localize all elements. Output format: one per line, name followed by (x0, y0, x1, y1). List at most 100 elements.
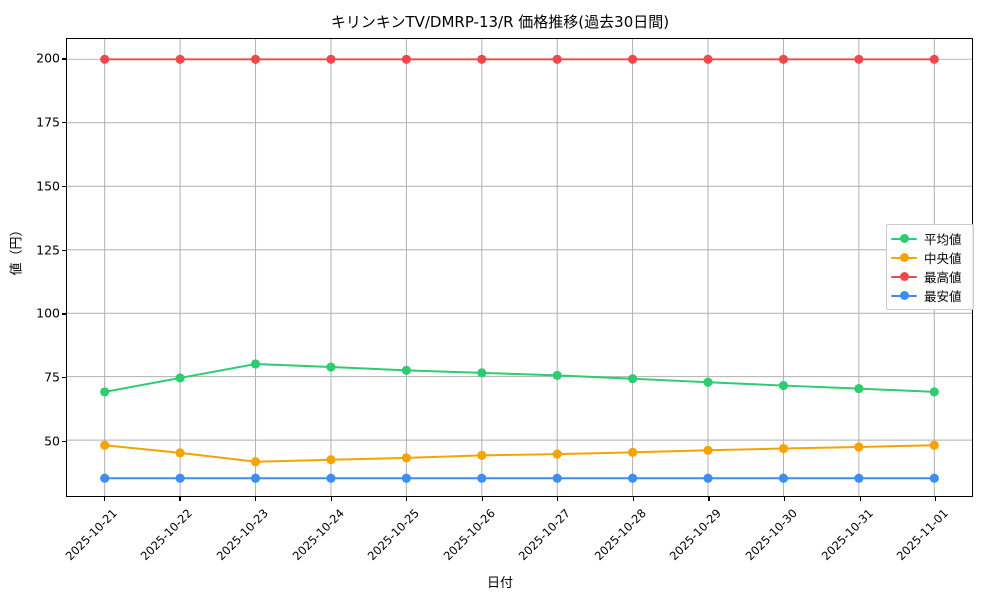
data-point-marker (854, 473, 864, 483)
x-axis-tick-mark (330, 497, 332, 501)
x-axis-tick-label: 2025-10-21 (62, 506, 120, 564)
data-point-marker (778, 473, 789, 483)
data-point-marker (401, 473, 411, 483)
data-point-marker (477, 368, 487, 378)
legend-item-4[interactable]: 最安値 (891, 286, 968, 305)
data-point-marker (326, 54, 336, 64)
data-point-marker (175, 54, 185, 64)
data-point-marker (477, 473, 487, 483)
data-point-marker (250, 54, 261, 64)
y-axis-tick-label: 100 (36, 305, 60, 321)
data-point-marker (175, 448, 185, 458)
data-point-marker (552, 54, 562, 64)
data-point-marker (401, 365, 411, 375)
y-axis-tick-label: 150 (36, 178, 60, 194)
y-axis-tick-mark (62, 58, 66, 60)
y-axis-tick-mark (62, 249, 66, 251)
data-point-marker (854, 442, 864, 452)
data-point-marker (175, 473, 185, 483)
data-point-marker (250, 457, 261, 467)
grid-lines (67, 39, 972, 496)
data-point-marker (552, 449, 562, 459)
x-axis-tick-mark (935, 497, 937, 501)
x-axis-tick-mark (103, 497, 105, 501)
legend-marker-icon (900, 234, 909, 243)
data-point-marker (628, 374, 638, 384)
data-point-marker (326, 362, 336, 372)
x-axis-tick-label: 2025-10-25 (364, 506, 423, 564)
data-point-marker (100, 473, 110, 483)
legend-item-2[interactable]: 中央値 (891, 248, 968, 267)
data-point-marker (477, 54, 487, 64)
series-line (103, 444, 936, 463)
data-point-marker (703, 473, 713, 483)
legend-marker-icon (900, 253, 909, 262)
data-point-marker (778, 54, 789, 64)
x-axis-tick-label: 2025-10-30 (742, 506, 800, 564)
y-axis-tick-labels: 50 75 100 125 150 175 200 (8, 38, 60, 497)
x-axis-tick-label: 2025-10-24 (289, 506, 347, 564)
y-axis-tick-label: 75 (44, 369, 60, 385)
data-point-marker (929, 387, 939, 397)
legend-item-3[interactable]: 最高値 (891, 267, 968, 286)
x-axis-tick-label: 2025-11-01 (893, 506, 952, 564)
data-point-marker (778, 443, 789, 454)
data-point-marker (628, 473, 638, 483)
x-axis-label: 日付 (486, 576, 513, 591)
y-axis-tick-label: 200 (36, 50, 60, 66)
legend-label: 最高値 (924, 270, 962, 285)
x-axis-tick-mark (254, 497, 257, 501)
legend-swatch-icon (891, 232, 917, 246)
data-point-marker (477, 450, 487, 460)
data-point-marker (552, 370, 562, 380)
data-point-marker (250, 473, 261, 483)
x-axis-tick-mark (708, 497, 710, 501)
data-point-marker (854, 54, 864, 64)
data-point-marker (326, 455, 336, 465)
data-point-marker (778, 380, 789, 391)
data-point-marker (100, 387, 110, 397)
x-axis-tick-label: 2025-10-22 (138, 506, 196, 564)
legend-swatch-icon (891, 251, 917, 265)
series-line (103, 362, 936, 393)
data-point-marker (628, 447, 638, 457)
x-axis-tick-label: 2025-10-29 (667, 506, 725, 564)
y-axis-tick-label: 50 (44, 433, 60, 449)
data-point-marker (175, 373, 185, 383)
x-axis-tick-label: 2025-10-26 (440, 506, 498, 564)
data-point-marker (703, 54, 713, 64)
plot-area (66, 38, 973, 497)
data-point-marker (929, 473, 939, 483)
legend-label: 最安値 (924, 289, 962, 304)
legend-marker-icon (900, 291, 909, 300)
legend-label: 平均値 (924, 232, 962, 247)
data-point-marker (250, 359, 261, 369)
x-axis-tick-mark (179, 497, 181, 501)
x-axis-tick-mark (632, 497, 635, 501)
chart-title: キリンキンTV/DMRP-13/R 価格推移(過去30日間) (330, 13, 670, 31)
y-axis-tick-label: 175 (36, 114, 60, 130)
series-lines (100, 54, 939, 483)
data-point-marker (401, 453, 411, 463)
y-axis-tick-mark (62, 440, 66, 443)
x-axis-tick-label: 2025-10-23 (213, 506, 271, 564)
data-point-marker (552, 473, 562, 483)
legend-item-1[interactable]: 平均値 (891, 229, 968, 248)
chart-legend: 平均値 中央値最高値最安値 (886, 224, 974, 310)
data-point-marker (628, 54, 638, 64)
y-axis-tick-mark (62, 377, 66, 379)
y-axis-tick-mark (62, 122, 66, 124)
data-point-marker (703, 377, 713, 387)
x-axis-tick-label: 2025-10-31 (818, 506, 876, 564)
data-point-marker (854, 384, 864, 394)
x-axis-tick-mark (859, 497, 861, 501)
x-axis-tick-mark (406, 497, 408, 501)
y-axis-tick-mark (62, 313, 66, 315)
data-point-marker (401, 54, 411, 64)
legend-swatch-icon (891, 270, 917, 284)
y-axis-tick-mark (62, 185, 66, 188)
data-point-marker (929, 440, 939, 450)
x-axis-tick-label: 2025-10-27 (516, 506, 574, 564)
x-axis-tick-mark (557, 497, 559, 501)
